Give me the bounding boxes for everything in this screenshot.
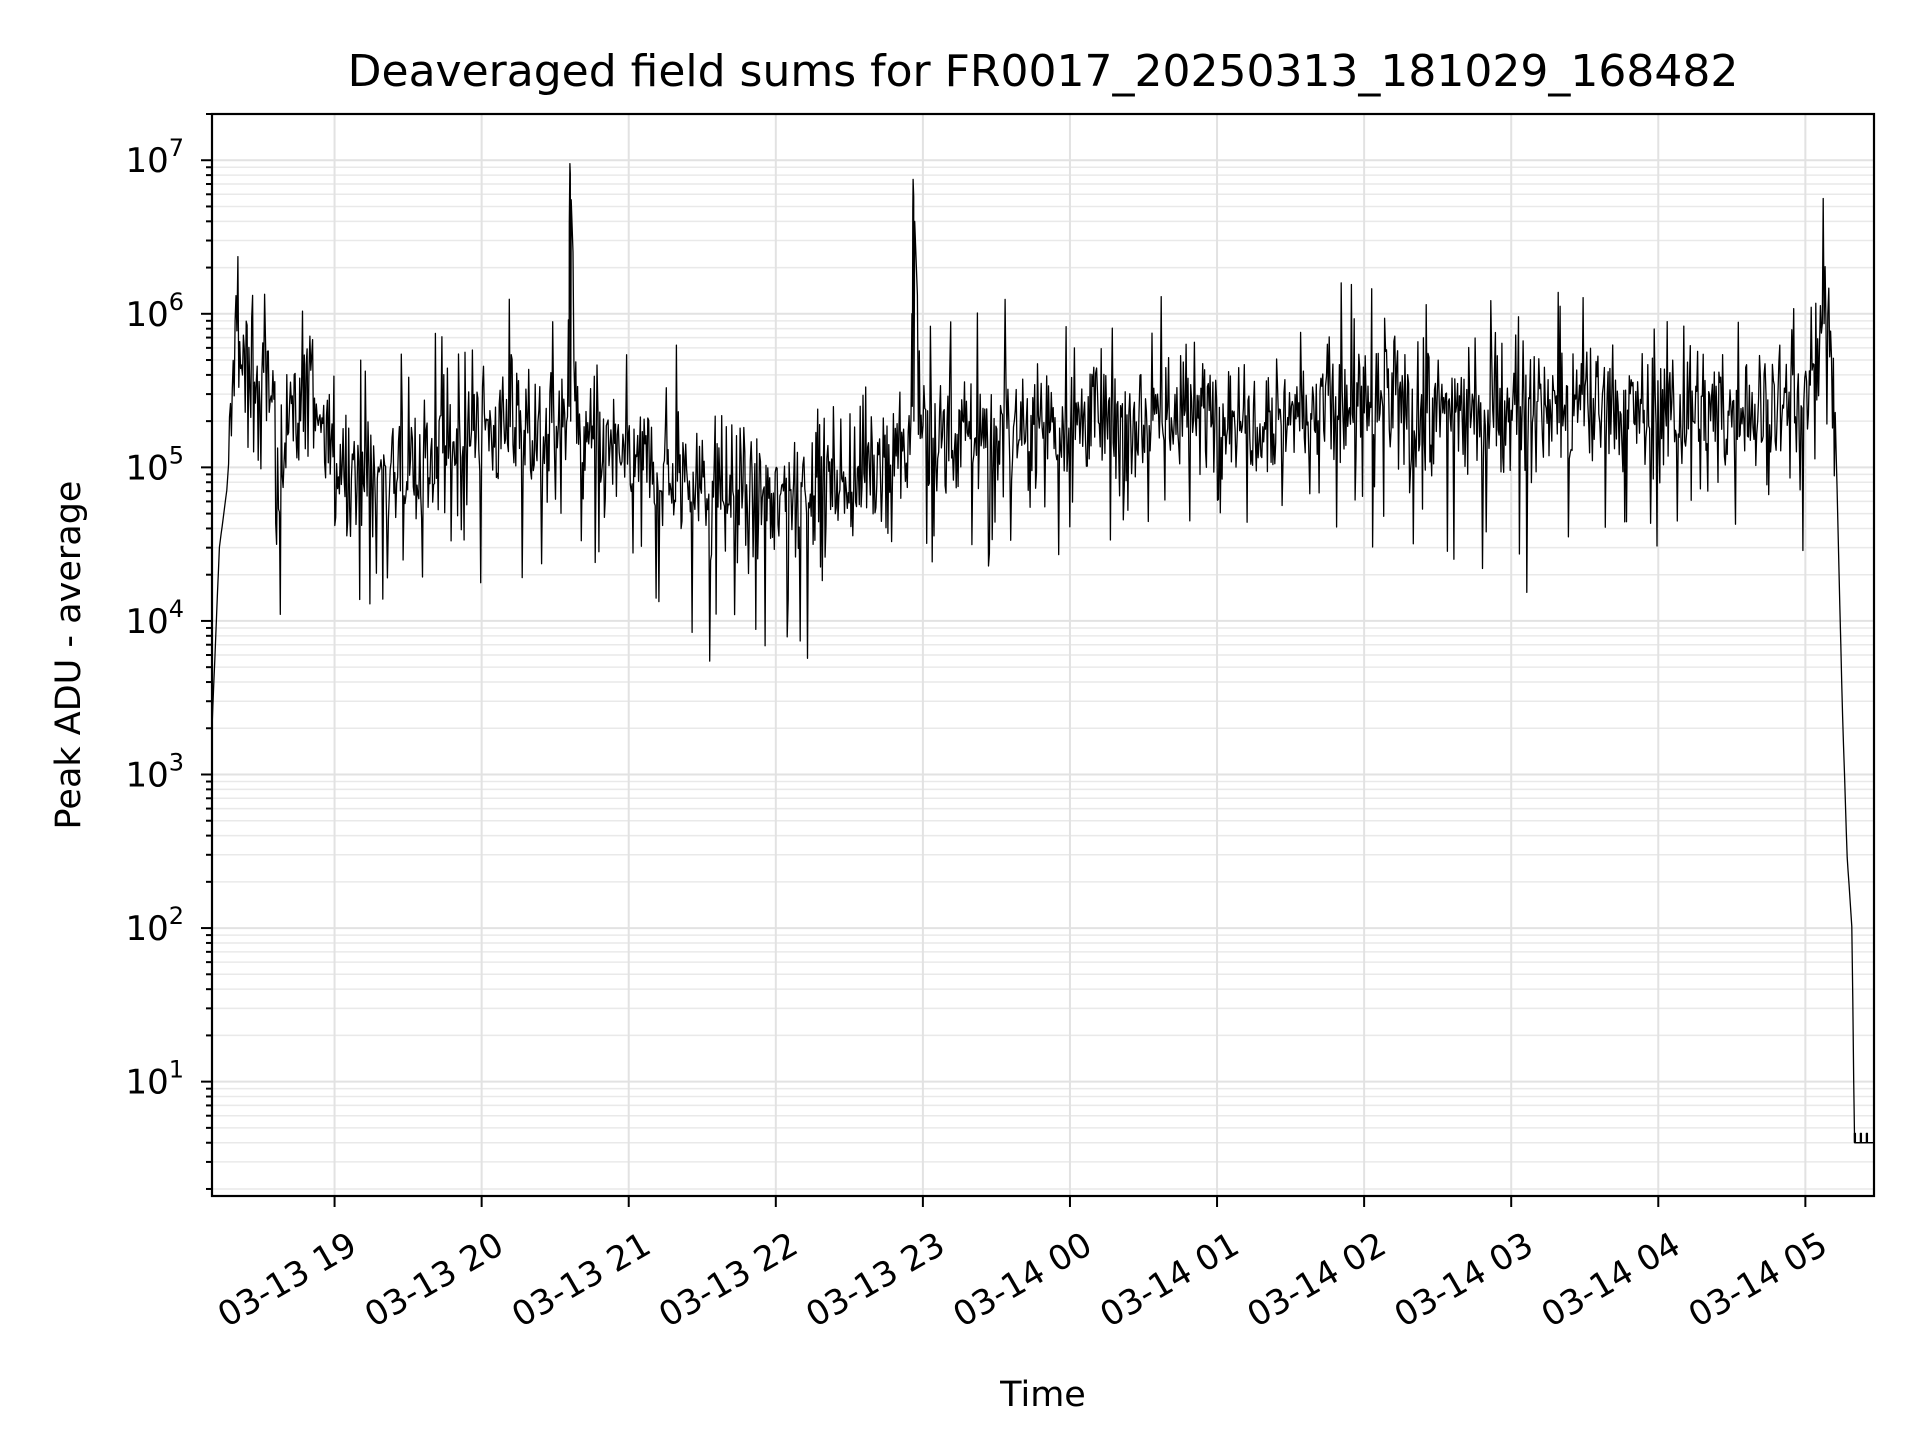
x-tick-label: 03-13 22 bbox=[652, 1225, 804, 1336]
axis-ticks bbox=[201, 113, 1807, 1207]
x-tick-label: 03-13 23 bbox=[799, 1225, 951, 1336]
x-tick-label: 03-14 03 bbox=[1388, 1225, 1540, 1336]
x-tick-label: 03-13 21 bbox=[505, 1225, 657, 1336]
series-line bbox=[211, 162, 1874, 1144]
x-tick-label: 03-14 02 bbox=[1241, 1225, 1393, 1336]
series-layer bbox=[211, 162, 1874, 1144]
y-tick-label: 106 bbox=[125, 288, 184, 335]
y-tick-label: 104 bbox=[125, 595, 184, 642]
y-tick-label: 103 bbox=[125, 748, 184, 795]
y-tick-label: 105 bbox=[125, 441, 184, 488]
x-tick-label: 03-14 00 bbox=[946, 1225, 1098, 1336]
x-tick-label: 03-13 19 bbox=[211, 1225, 363, 1336]
grid bbox=[212, 113, 1874, 1196]
chart-title: Deaveraged field sums for FR0017_2025031… bbox=[348, 46, 1739, 97]
x-tick-label: 03-14 05 bbox=[1682, 1225, 1834, 1336]
series-tail bbox=[1853, 1132, 1873, 1144]
y-tick-label: 107 bbox=[125, 134, 184, 181]
y-axis-label: Peak ADU - average bbox=[49, 481, 89, 830]
x-axis-label: Time bbox=[999, 1375, 1086, 1415]
y-tick-labels: 101 102 103 104 105 106 107 bbox=[125, 134, 184, 1102]
x-tick-label: 03-13 20 bbox=[358, 1225, 510, 1336]
y-tick-label: 102 bbox=[125, 902, 184, 949]
x-tick-label: 03-14 04 bbox=[1535, 1225, 1687, 1336]
x-tick-label: 03-14 01 bbox=[1094, 1225, 1246, 1336]
y-tick-label: 101 bbox=[125, 1056, 184, 1103]
